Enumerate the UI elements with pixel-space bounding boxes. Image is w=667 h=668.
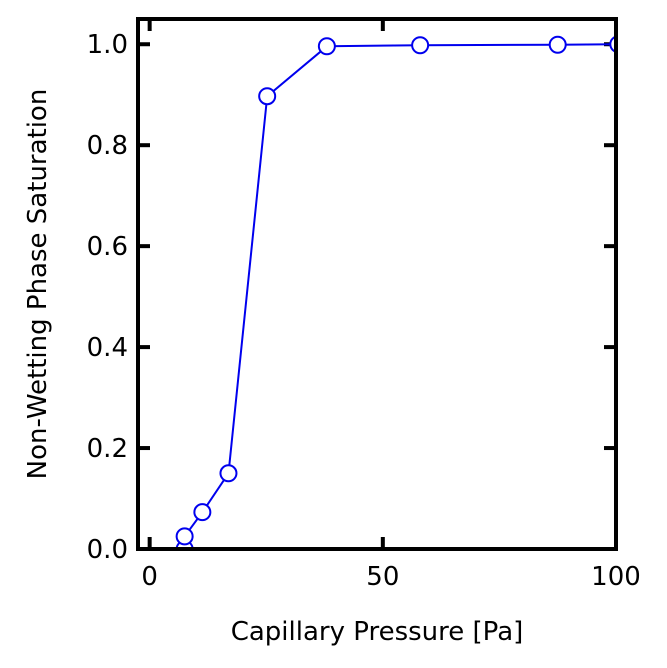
series-line (183, 43, 616, 549)
y-tick-label: 1.0 (87, 30, 128, 60)
data-point (219, 464, 238, 483)
plot-frame (136, 17, 618, 551)
data-point (411, 36, 430, 55)
series-lines (183, 43, 616, 549)
data-point (175, 527, 194, 546)
series-markers (175, 35, 616, 550)
data-point (548, 35, 567, 54)
y-axis-title: Non-Wetting Phase Saturation (23, 89, 53, 480)
data-point (317, 37, 336, 56)
data-point (193, 503, 212, 522)
y-tick-label: 0.0 (87, 535, 128, 565)
data-point (609, 35, 616, 53)
x-tick-label: 100 (591, 562, 641, 592)
x-tick-label: 0 (141, 562, 158, 592)
y-tick-label: 0.4 (87, 333, 128, 363)
data-point (258, 87, 277, 106)
axis-ticks (138, 19, 618, 551)
y-tick-label: 0.2 (87, 434, 128, 464)
tick-labels: 0 50 100 0.0 0.2 0.4 0.6 0.8 1.0 (87, 30, 641, 592)
x-axis-title: Capillary Pressure [Pa] (231, 617, 524, 647)
y-tick-label: 0.6 (87, 232, 128, 262)
y-tick-label: 0.8 (87, 131, 128, 161)
x-tick-label: 50 (366, 562, 399, 592)
